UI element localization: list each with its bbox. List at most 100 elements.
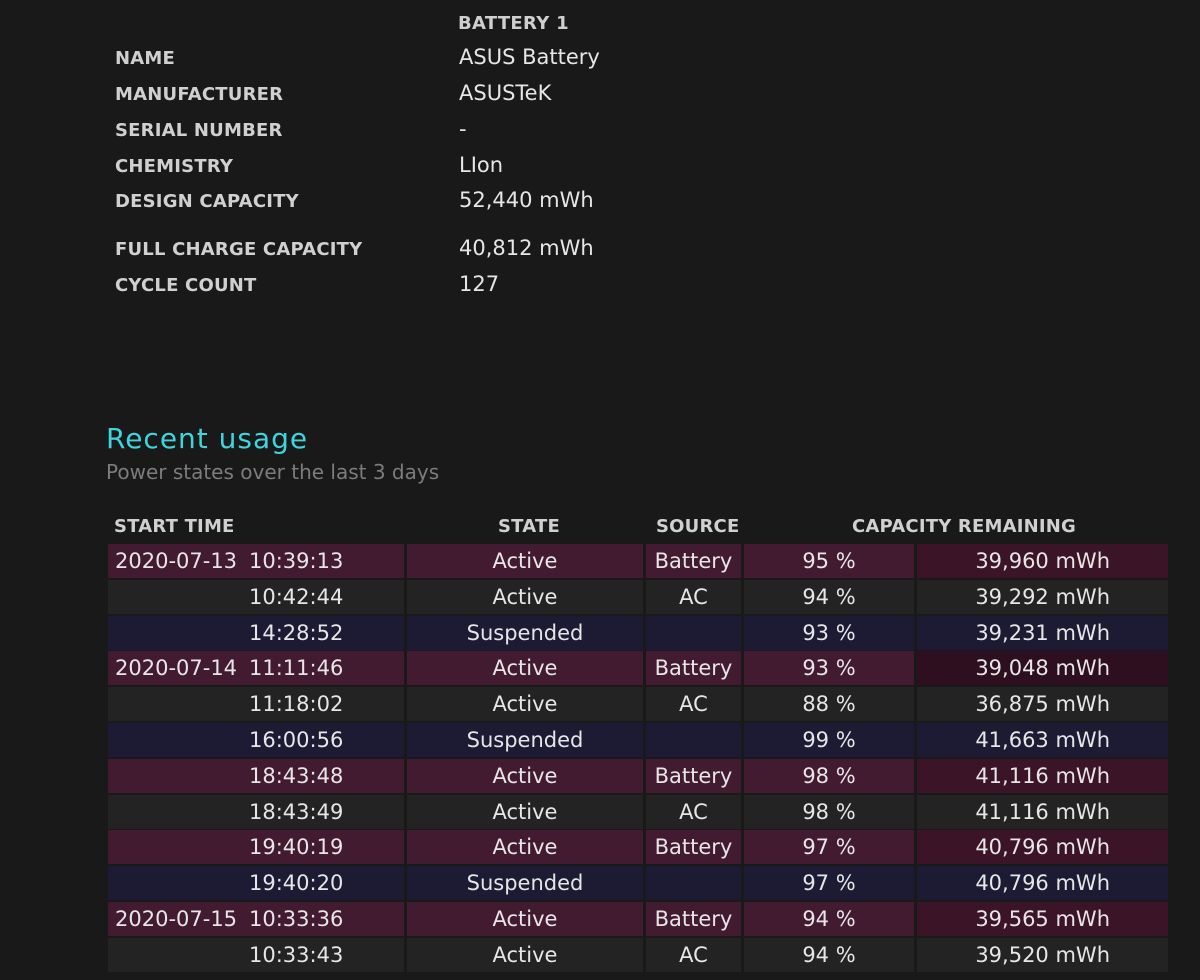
cell-date: 2020-07-14 xyxy=(115,656,238,681)
cell-start-time: 14:28:52 xyxy=(108,615,404,650)
cell-start-time: 16:00:56 xyxy=(108,722,404,757)
column-header-state: STATE xyxy=(498,516,560,537)
recent-usage-title: Recent usage xyxy=(106,422,309,455)
battery-info-row: CYCLE COUNT 127 xyxy=(0,272,1200,311)
cell-time: 19:40:19 xyxy=(249,835,344,860)
cell-capacity-mwh: 39,565 mWh xyxy=(917,901,1168,936)
battery-info-row: FULL CHARGE CAPACITY 40,812 mWh xyxy=(0,236,1200,275)
cell-capacity-percent: 93 % xyxy=(744,615,914,650)
battery-info-value: 40,812 mWh xyxy=(459,236,594,260)
cell-state: Active xyxy=(407,758,643,793)
battery-info-label: MANUFACTURER xyxy=(115,84,284,105)
cell-state: Active xyxy=(407,544,643,578)
cell-source: Battery xyxy=(646,651,741,686)
cell-capacity-mwh: 39,231 mWh xyxy=(917,615,1168,650)
column-header-start-time: START TIME xyxy=(114,516,235,537)
cell-capacity-mwh: 41,116 mWh xyxy=(917,758,1168,793)
cell-time: 19:40:20 xyxy=(249,871,344,896)
cell-capacity-mwh: 39,292 mWh xyxy=(917,579,1168,614)
battery-header: BATTERY 1 xyxy=(458,13,569,34)
cell-state: Suspended xyxy=(407,866,643,901)
cell-capacity-mwh: 39,048 mWh xyxy=(917,651,1168,686)
cell-capacity-mwh: 36,875 mWh xyxy=(917,687,1168,722)
cell-date: 2020-07-13 xyxy=(115,549,238,573)
cell-source: Battery xyxy=(646,758,741,793)
cell-capacity-percent: 98 % xyxy=(744,758,914,793)
cell-capacity-mwh: 39,520 mWh xyxy=(917,937,1168,972)
cell-capacity-percent: 88 % xyxy=(744,687,914,722)
table-row: 19:40:20 Suspended 97 % 40,796 mWh xyxy=(108,866,1168,901)
battery-info-value: 127 xyxy=(459,272,500,296)
battery-info-row: NAME ASUS Battery xyxy=(0,45,1200,84)
cell-capacity-percent: 94 % xyxy=(744,579,914,614)
cell-state: Active xyxy=(407,651,643,686)
battery-info-row: CHEMISTRY LIon xyxy=(0,153,1200,192)
cell-state: Suspended xyxy=(407,615,643,650)
cell-start-time: 18:43:48 xyxy=(108,758,404,793)
battery-info-label: FULL CHARGE CAPACITY xyxy=(115,239,363,260)
table-row: 2020-07-14 11:11:46 Active Battery 93 % 39,04… xyxy=(108,651,1168,686)
cell-capacity-percent: 94 % xyxy=(744,901,914,936)
cell-capacity-percent: 98 % xyxy=(744,794,914,829)
cell-capacity-percent: 97 % xyxy=(744,866,914,901)
cell-source xyxy=(646,722,741,757)
table-row: 11:18:02 Active AC 88 % 36,875 mWh xyxy=(108,687,1168,722)
battery-info-value: ASUSTeK xyxy=(459,81,552,105)
cell-time: 10:42:44 xyxy=(249,584,344,609)
cell-start-time: 10:33:43 xyxy=(108,937,404,972)
table-row: 14:28:52 Suspended 93 % 39,231 mWh xyxy=(108,615,1168,650)
cell-time: 11:18:02 xyxy=(249,692,344,717)
battery-info-value: 52,440 mWh xyxy=(459,188,594,212)
cell-capacity-mwh: 39,960 mWh xyxy=(917,544,1168,578)
cell-state: Active xyxy=(407,937,643,972)
cell-capacity-mwh-text: 39,565 mWh xyxy=(975,906,1110,931)
cell-capacity-mwh: 41,116 mWh xyxy=(917,794,1168,829)
cell-state: Active xyxy=(407,579,643,614)
cell-source: AC xyxy=(646,687,741,722)
cell-capacity-mwh-text: 39,292 mWh xyxy=(975,584,1110,609)
recent-usage-subtitle: Power states over the last 3 days xyxy=(106,460,440,484)
cell-source xyxy=(646,866,741,901)
cell-capacity-mwh-text: 39,048 mWh xyxy=(975,656,1110,681)
table-row: 18:43:48 Active Battery 98 % 41,116 mWh xyxy=(108,758,1168,793)
cell-time: 10:39:13 xyxy=(249,549,344,573)
cell-capacity-mwh-text: 40,796 mWh xyxy=(975,835,1110,860)
cell-state: Active xyxy=(407,901,643,936)
table-row: 16:00:56 Suspended 99 % 41,663 mWh xyxy=(108,722,1168,757)
cell-capacity-mwh-text: 41,116 mWh xyxy=(975,763,1110,788)
battery-info-value: - xyxy=(459,117,467,141)
cell-time: 18:43:49 xyxy=(249,799,344,824)
cell-start-time: 19:40:19 xyxy=(108,830,404,865)
column-header-capacity-remaining: CAPACITY REMAINING xyxy=(852,516,1076,537)
cell-capacity-percent: 95 % xyxy=(744,544,914,578)
battery-info-row: MANUFACTURER ASUSTeK xyxy=(0,81,1200,120)
battery-info-label: CYCLE COUNT xyxy=(115,275,257,296)
battery-info-label: CHEMISTRY xyxy=(115,156,234,177)
cell-start-time: 18:43:49 xyxy=(108,794,404,829)
battery-info-label: SERIAL NUMBER xyxy=(115,120,283,141)
cell-source: Battery xyxy=(646,901,741,936)
cell-source: AC xyxy=(646,579,741,614)
cell-capacity-percent: 93 % xyxy=(744,651,914,686)
cell-capacity-mwh-text: 41,663 mWh xyxy=(975,727,1110,752)
recent-usage-table: 2020-07-13 10:39:13 Active Battery 95 % 39,96… xyxy=(108,544,1168,974)
battery-info-value: ASUS Battery xyxy=(459,45,600,69)
cell-source: Battery xyxy=(646,830,741,865)
column-header-source: SOURCE xyxy=(656,516,740,537)
cell-start-time: 19:40:20 xyxy=(108,866,404,901)
cell-time: 10:33:36 xyxy=(249,906,344,931)
battery-info-row: DESIGN CAPACITY 52,440 mWh xyxy=(0,188,1200,227)
cell-time: 11:11:46 xyxy=(249,656,344,681)
cell-capacity-mwh-text: 39,520 mWh xyxy=(975,942,1110,967)
table-row: 18:43:49 Active AC 98 % 41,116 mWh xyxy=(108,794,1168,829)
cell-capacity-mwh: 40,796 mWh xyxy=(917,830,1168,865)
battery-info-value: LIon xyxy=(459,153,504,177)
table-row: 2020-07-13 10:39:13 Active Battery 95 % 39,96… xyxy=(108,544,1168,578)
cell-capacity-mwh-text: 40,796 mWh xyxy=(975,871,1110,896)
cell-capacity-percent: 97 % xyxy=(744,830,914,865)
cell-state: Active xyxy=(407,830,643,865)
cell-start-time: 2020-07-14 11:11:46 xyxy=(108,651,404,686)
cell-capacity-mwh: 40,796 mWh xyxy=(917,866,1168,901)
cell-time: 14:28:52 xyxy=(249,620,344,645)
